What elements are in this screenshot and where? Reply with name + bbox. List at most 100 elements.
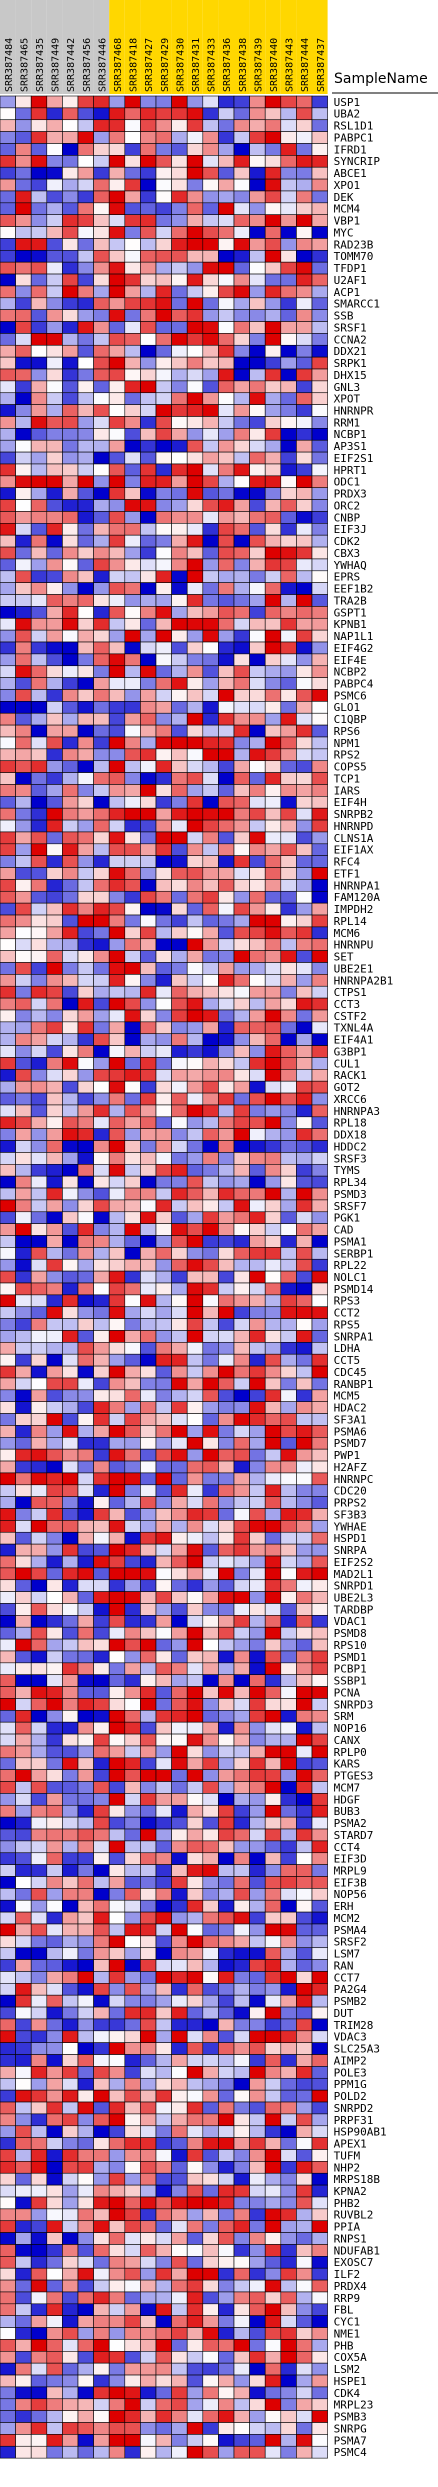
heatmap-cell (155, 368, 172, 382)
heatmap-cell (264, 1816, 282, 1830)
row-label: ILF2 (334, 2268, 361, 2281)
heatmap-cell (202, 974, 219, 987)
heatmap-cell (264, 1413, 282, 1426)
heatmap-cell (0, 166, 16, 180)
heatmap-cell (140, 2196, 157, 2210)
heatmap-cell (311, 855, 328, 868)
row-label: EIF4H (334, 796, 367, 809)
heatmap-cell (233, 2089, 250, 2103)
heatmap-cell (140, 1923, 157, 1937)
heatmap-cell (15, 2161, 32, 2174)
heatmap-cell (171, 2303, 188, 2316)
heatmap-cell (140, 1104, 157, 1118)
heatmap-cell (186, 2066, 204, 2079)
row-label: VDAC3 (334, 2031, 367, 2044)
heatmap-cell (296, 950, 313, 963)
heatmap-cell (249, 2327, 266, 2340)
heatmap-cell (0, 1852, 16, 1865)
heatmap-cell (155, 831, 172, 845)
row-label: TARDBP (334, 1603, 374, 1616)
heatmap-cell (46, 2351, 63, 2364)
heatmap-cell (15, 155, 32, 168)
heatmap-cell (233, 1425, 250, 1438)
heatmap-cell (155, 760, 172, 773)
heatmap-cell (15, 131, 32, 144)
heatmap-cell (249, 392, 266, 405)
heatmap-cell (264, 1211, 282, 1224)
heatmap-cell (93, 534, 110, 548)
heatmap-cell (108, 166, 126, 180)
heatmap-cell (249, 1080, 266, 1094)
heatmap-cell (249, 534, 266, 548)
heatmap-cell (218, 736, 235, 750)
column-label: SRR387449 (51, 38, 62, 92)
heatmap-cell (202, 2042, 219, 2055)
heatmap-cell (186, 1116, 204, 1129)
row-label: PPM1G (334, 2078, 367, 2091)
heatmap-cell (233, 1828, 250, 1842)
heatmap-cell (15, 1437, 32, 1450)
heatmap-cell (202, 879, 219, 892)
heatmap-cell (218, 451, 235, 465)
heatmap-cell (140, 1021, 157, 1035)
heatmap-cell (15, 404, 32, 417)
heatmap-cell (77, 665, 94, 678)
heatmap-cell (186, 2030, 204, 2043)
heatmap-cell (140, 1899, 157, 1913)
heatmap-cell (218, 1211, 235, 1224)
heatmap-cell (0, 1353, 16, 1367)
heatmap-cell (0, 819, 16, 833)
heatmap-cell (93, 1472, 110, 1486)
heatmap-cell (30, 2220, 48, 2233)
heatmap-cell (46, 546, 63, 560)
heatmap-cell (155, 2351, 172, 2364)
heatmap-cell (30, 772, 48, 785)
heatmap-cell (46, 2149, 63, 2162)
heatmap-cell (15, 1377, 32, 1391)
heatmap-cell (296, 1721, 313, 1735)
heatmap-cell (30, 962, 48, 975)
heatmap-cell (0, 2410, 16, 2423)
heatmap-cell (249, 772, 266, 785)
heatmap-cell (249, 1852, 266, 1865)
heatmap-cell (0, 1342, 16, 1355)
heatmap-cell (264, 273, 282, 287)
heatmap-cell (264, 867, 282, 880)
heatmap-cell (202, 689, 219, 702)
heatmap-cell (218, 1472, 235, 1486)
heatmap-cell (124, 1662, 141, 1676)
heatmap-cell (30, 1543, 48, 1557)
heatmap-cell (30, 1282, 48, 1296)
column-label: SRR387446 (97, 38, 108, 92)
heatmap-cell (218, 2161, 235, 2174)
heatmap-cell (77, 1413, 94, 1426)
heatmap-cell (0, 250, 16, 263)
heatmap-cell (280, 273, 297, 287)
heatmap-cell (171, 190, 188, 204)
heatmap-cell (124, 2184, 141, 2198)
heatmap-cell (218, 1460, 235, 1474)
heatmap-cell (155, 2244, 172, 2257)
heatmap-cell (30, 416, 48, 429)
row-label: EXOSC7 (334, 2256, 374, 2269)
column-header-bg (280, 0, 297, 94)
heatmap-cell (171, 1496, 188, 1509)
heatmap-cell (30, 843, 48, 856)
heatmap-cell (186, 1674, 204, 1687)
heatmap-cell (93, 1484, 110, 1497)
heatmap-cell (264, 926, 282, 940)
heatmap-cell (108, 1104, 126, 1118)
heatmap-cell (249, 2339, 266, 2352)
heatmap-cell (186, 2054, 204, 2067)
heatmap-cell (46, 1472, 63, 1486)
heatmap-cell (280, 416, 297, 429)
heatmap-cell (218, 1069, 235, 1082)
heatmap-cell (140, 1318, 157, 1331)
heatmap-cell (233, 985, 250, 999)
heatmap-cell (311, 1638, 328, 1652)
heatmap-cell (264, 107, 282, 121)
heatmap-cell (186, 2077, 204, 2091)
heatmap-cell (171, 1555, 188, 1569)
row-label: ETF1 (334, 867, 361, 880)
heatmap-cell (140, 487, 157, 500)
